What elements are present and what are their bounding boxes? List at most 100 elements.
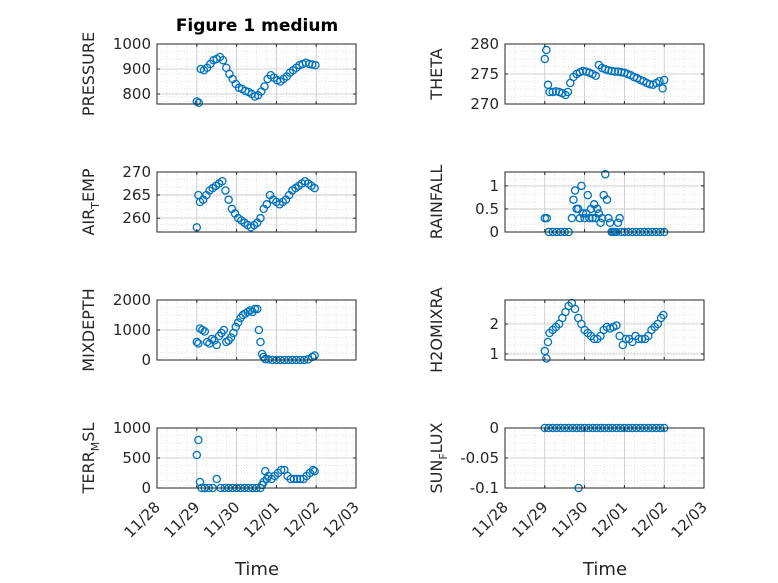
data-point-terr_msl — [310, 466, 319, 476]
y-tick-label: 265 — [122, 186, 151, 204]
data-point-rainfall — [578, 209, 588, 218]
y-tick-label: 1000 — [113, 35, 151, 53]
data-point-pressure — [192, 97, 202, 106]
data-point-mixdepth — [310, 351, 319, 360]
data-point-mixdepth — [226, 333, 236, 342]
data-point-mixdepth — [192, 337, 202, 347]
y-tick-label: 275 — [470, 65, 499, 83]
data-point-mixdepth — [264, 355, 273, 364]
data-point-air_temp — [218, 176, 227, 186]
data-point-mixdepth — [250, 304, 260, 314]
data-point-theta — [545, 87, 554, 97]
data-point-mixdepth — [231, 322, 241, 332]
axes-box-air_temp — [156, 171, 357, 233]
data-point-rainfall — [613, 218, 623, 228]
data-point-rainfall — [602, 195, 612, 204]
data-point-mixdepth — [210, 336, 219, 345]
y-tick-label: 270 — [122, 163, 151, 181]
data-point-rainfall — [597, 213, 607, 223]
y-tick-label: 0 — [141, 351, 151, 369]
y-axis-label-terr_msl: TERRMSL — [79, 423, 102, 495]
data-point-rainfall — [570, 186, 580, 195]
data-point-rainfall — [615, 213, 624, 223]
data-point-pressure — [307, 60, 317, 69]
data-point-rainfall — [585, 213, 594, 223]
data-point-rainfall — [588, 213, 597, 223]
data-point-mixdepth — [253, 304, 262, 314]
y-tick-label: 2 — [489, 315, 499, 333]
data-point-pressure — [304, 59, 314, 69]
data-point-rainfall — [593, 204, 602, 214]
data-point-rainfall — [580, 213, 589, 223]
y-axis-label-sun_flux: SUNFLUX — [427, 422, 450, 493]
y-tick-label: 1000 — [113, 419, 151, 437]
figure-title: Figure 1 medium — [176, 16, 338, 36]
data-point-theta — [540, 54, 550, 64]
y-tick-label: 0 — [141, 479, 151, 497]
data-point-rainfall — [569, 195, 578, 204]
data-point-theta — [591, 71, 600, 81]
data-point-air_temp — [310, 183, 319, 193]
panel-air_temp: 260 265 270 AIRTEMP — [79, 163, 357, 236]
data-point-theta — [658, 84, 667, 93]
y-tick-label: 1000 — [113, 321, 151, 339]
data-point-terr_msl — [292, 474, 302, 484]
panel-rainfall: 0 0.5 1 RAINFALL — [427, 165, 705, 241]
data-point-terr_msl — [308, 465, 318, 475]
panel-theta: 270 275 280 THETA — [427, 35, 705, 113]
data-point-theta — [604, 66, 613, 75]
data-point-rainfall — [596, 218, 605, 228]
data-point-h2omixra — [612, 321, 621, 330]
data-point-rainfall — [604, 213, 613, 223]
data-point-air_temp — [224, 195, 233, 204]
data-point-rainfall — [601, 170, 610, 179]
y-tick-label: 0 — [489, 419, 499, 437]
data-point-theta — [645, 79, 655, 89]
y-tick-label: 1 — [489, 177, 499, 195]
data-point-terr_msl — [194, 435, 203, 445]
data-point-mixdepth — [256, 337, 265, 347]
data-point-mixdepth — [212, 340, 221, 350]
panel-pressure: 800 900 1000 PRESSURE — [79, 32, 357, 116]
axes-box-rainfall — [504, 171, 705, 233]
data-point-rainfall — [573, 204, 583, 214]
data-point-terr_msl — [289, 474, 299, 484]
y-axis-label-air_temp: AIRTEMP — [79, 168, 102, 235]
y-tick-label: 0 — [489, 223, 499, 241]
y-tick-label: 280 — [470, 35, 499, 53]
y-axis-label-h2omixra: H2OMIXRA — [427, 287, 446, 373]
data-point-h2omixra — [659, 310, 668, 320]
y-tick-label: 1 — [489, 345, 499, 363]
data-point-mixdepth — [219, 325, 229, 335]
data-point-pressure — [218, 56, 228, 65]
data-point-h2omixra — [634, 334, 643, 344]
data-point-h2omixra — [542, 354, 551, 363]
panel-sun_flux: -0.1-0.050SUNFLUX11/2811/2911/3012/0112/… — [427, 419, 711, 541]
data-point-pressure — [260, 82, 269, 91]
data-point-theta — [610, 67, 620, 76]
data-point-terr_msl — [276, 465, 286, 475]
y-axis-label-pressure: PRESSURE — [79, 32, 98, 116]
data-point-air_temp — [256, 213, 265, 223]
data-point-mixdepth — [233, 318, 243, 327]
y-tick-label: 500 — [122, 449, 151, 467]
data-point-rainfall — [577, 181, 586, 191]
axes-box-h2omixra — [504, 299, 705, 361]
data-point-terr_msl — [195, 477, 205, 487]
data-point-rainfall — [542, 213, 552, 223]
data-point-air_temp — [221, 186, 230, 195]
x-axis-label-right: Time — [582, 559, 627, 580]
data-point-rainfall — [583, 190, 593, 200]
data-point-mixdepth — [259, 352, 268, 362]
data-point-theta — [655, 76, 664, 86]
y-tick-label: -0.1 — [470, 479, 499, 497]
axes-box-pressure — [156, 43, 357, 105]
data-point-theta — [548, 87, 558, 97]
data-point-h2omixra — [570, 304, 580, 314]
y-tick-label: 0.5 — [475, 200, 499, 218]
data-point-rainfall — [605, 218, 615, 228]
data-point-theta — [563, 87, 573, 97]
x-axis-label-left: Time — [234, 559, 279, 580]
data-point-terr_msl — [212, 474, 221, 484]
